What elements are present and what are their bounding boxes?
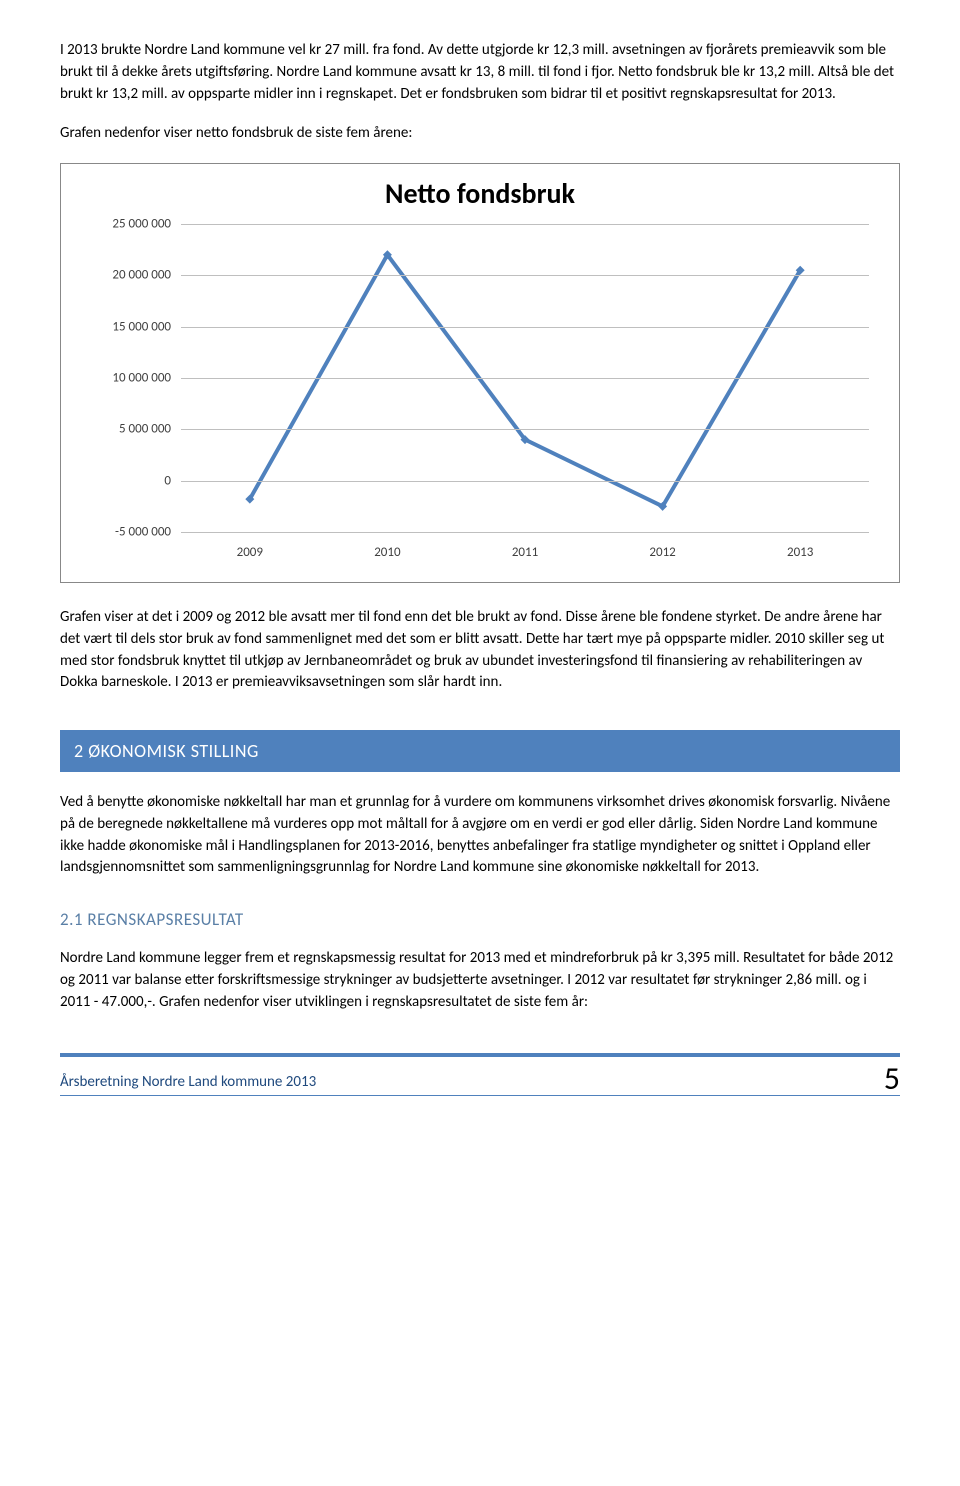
chart-plot-area: -5 000 00005 000 00010 000 00015 000 000… bbox=[181, 224, 869, 532]
chart-y-label: 0 bbox=[81, 473, 171, 488]
footer-page-number: 5 bbox=[884, 1063, 900, 1095]
subsection-2-1-paragraph: Nordre Land kommune legger frem et regns… bbox=[60, 948, 900, 1013]
chart-gridline bbox=[181, 481, 869, 482]
chart-x-label: 2011 bbox=[512, 545, 538, 560]
chart-x-label: 2009 bbox=[237, 545, 263, 560]
netto-fondsbruk-chart: Netto fondsbruk -5 000 00005 000 00010 0… bbox=[60, 163, 900, 583]
intro-paragraph-1: I 2013 brukte Nordre Land kommune vel kr… bbox=[60, 40, 900, 105]
chart-x-label: 2012 bbox=[649, 545, 675, 560]
chart-y-label: 20 000 000 bbox=[81, 268, 171, 283]
chart-gridline bbox=[181, 224, 869, 225]
chart-gridline bbox=[181, 429, 869, 430]
chart-gridline bbox=[181, 378, 869, 379]
chart-y-label: -5 000 000 bbox=[81, 525, 171, 540]
intro-paragraph-2: Grafen nedenfor viser netto fondsbruk de… bbox=[60, 123, 900, 145]
chart-gridline bbox=[181, 327, 869, 328]
section-2-paragraph: Ved å benytte økonomiske nøkkeltall har … bbox=[60, 792, 900, 879]
section-2-heading: 2 ØKONOMISK STILLING bbox=[60, 730, 900, 772]
document-page: I 2013 brukte Nordre Land kommune vel kr… bbox=[0, 0, 960, 1126]
subsection-2-1-heading: 2.1 REGNSKAPSRESULTAT bbox=[60, 909, 900, 930]
page-footer: Årsberetning Nordre Land kommune 2013 5 bbox=[60, 1053, 900, 1096]
chart-title: Netto fondsbruk bbox=[61, 176, 899, 211]
chart-y-label: 5 000 000 bbox=[81, 422, 171, 437]
chart-gridline bbox=[181, 275, 869, 276]
chart-gridline bbox=[181, 532, 869, 533]
chart-line bbox=[250, 255, 800, 507]
chart-x-label: 2010 bbox=[374, 545, 400, 560]
footer-title: Årsberetning Nordre Land kommune 2013 bbox=[60, 1073, 316, 1095]
chart-y-label: 15 000 000 bbox=[81, 319, 171, 334]
chart-explain-paragraph: Grafen viser at det i 2009 og 2012 ble a… bbox=[60, 607, 900, 694]
chart-y-label: 25 000 000 bbox=[81, 217, 171, 232]
chart-y-label: 10 000 000 bbox=[81, 371, 171, 386]
chart-x-label: 2013 bbox=[787, 545, 813, 560]
